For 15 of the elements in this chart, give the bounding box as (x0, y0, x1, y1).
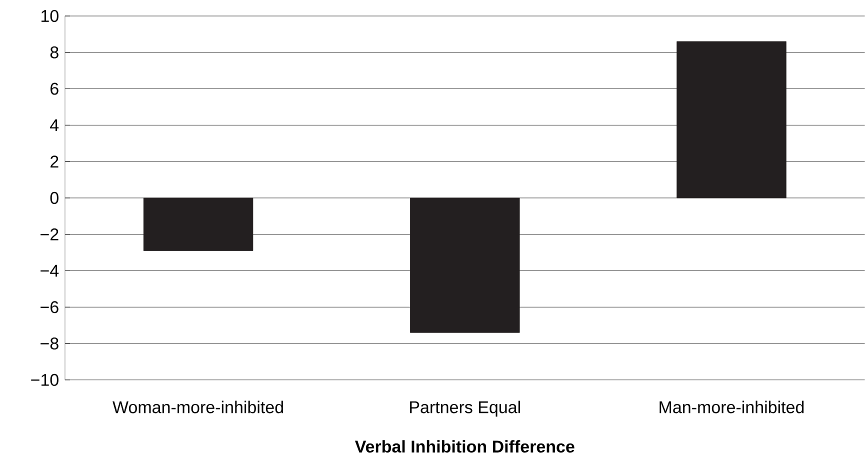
y-tick-label: 6 (50, 82, 58, 95)
y-tick-label: 4 (50, 119, 59, 132)
y-tick-label: −2 (40, 228, 58, 240)
y-tick-label: 2 (50, 156, 58, 168)
y-tick-label: 8 (50, 46, 58, 58)
y-tick-label: −4 (40, 264, 59, 277)
x-tick-label: Man-more-inhibited (660, 400, 804, 414)
x-tick-label: Woman-more-inhibited (112, 400, 283, 414)
x-tick-label: Partners Equal (410, 400, 520, 417)
y-tick-label: −8 (40, 338, 58, 350)
y-tick-label: −6 (40, 301, 58, 314)
y-tick-label: 0 (50, 192, 58, 204)
x-axis-title: Verbal Inhibition Difference (354, 440, 574, 453)
y-tick-label: −10 (31, 374, 58, 386)
y-tick-label: 10 (42, 10, 58, 22)
